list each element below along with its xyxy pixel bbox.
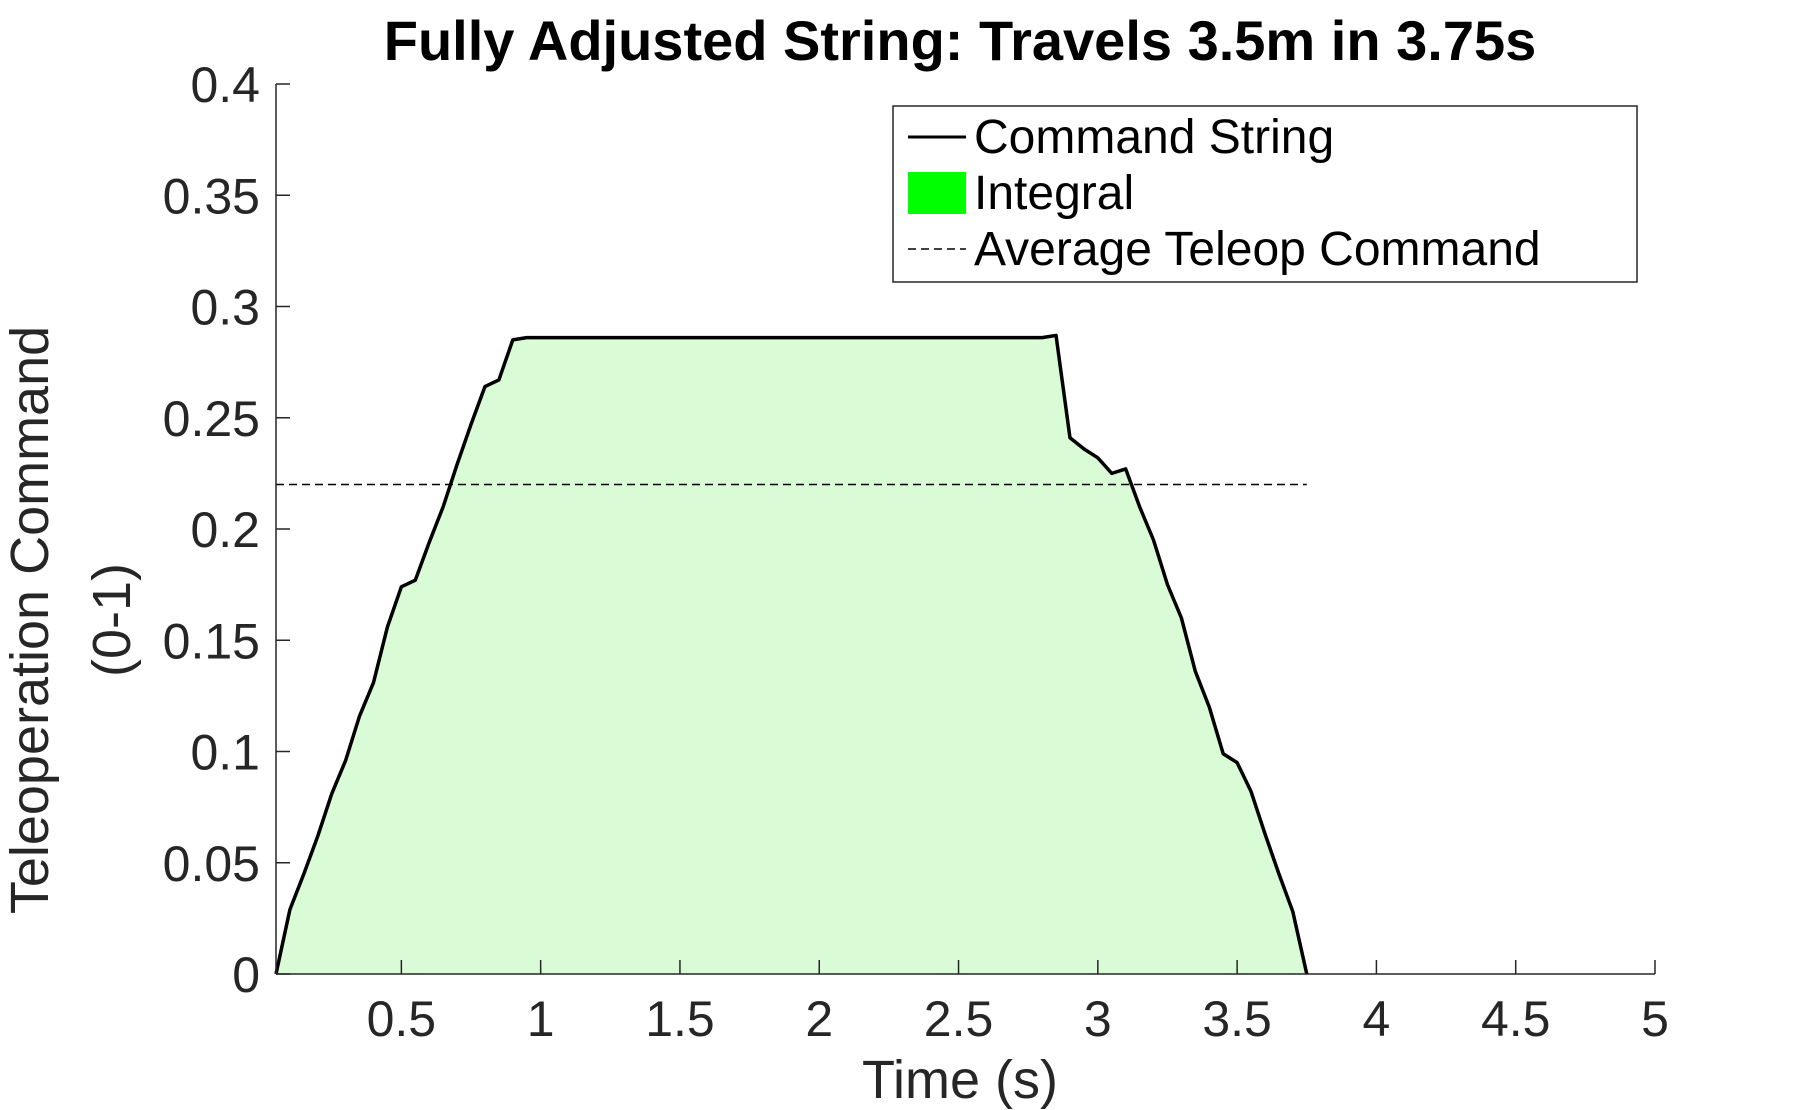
y-tick-label: 0.35: [163, 168, 260, 224]
x-tick-label: 0.5: [367, 991, 437, 1047]
legend-fill-swatch: [908, 172, 966, 214]
y-tick-label: 0.4: [190, 57, 260, 113]
x-tick-label: 3.5: [1202, 991, 1272, 1047]
x-axis-label: Time (s): [862, 1050, 1058, 1110]
y-axis-label: Teleoperation Command (0-1): [0, 326, 142, 914]
x-tick-label: 3: [1084, 991, 1112, 1047]
y-tick-label: 0: [232, 947, 260, 1003]
chart-title: Fully Adjusted String: Travels 3.5m in 3…: [384, 9, 1537, 72]
legend-entry-command-string: Command String: [974, 111, 1334, 164]
command-string-line: [274, 333, 1309, 975]
y-tick-label: 0.05: [163, 836, 260, 892]
x-tick-label: 4: [1363, 991, 1391, 1047]
x-ticks: 0.5 1 1.5 2 2.5 3 3.5 4 4.5 5: [367, 960, 1669, 1047]
y-axis-label-line2: (0-1): [82, 563, 142, 677]
x-tick-label: 4.5: [1481, 991, 1551, 1047]
x-tick-label: 1: [527, 991, 555, 1047]
y-tick-label: 0.1: [190, 725, 260, 781]
legend-box: [892, 105, 1638, 283]
y-tick-label: 0.25: [163, 391, 260, 447]
y-tick-label: 0.15: [163, 613, 260, 669]
x-tick-label: 2.5: [924, 991, 994, 1047]
legend: Command String Integral Average Teleop C…: [892, 105, 1638, 283]
y-tick-label: 0.3: [190, 280, 260, 336]
legend-entry-average: Average Teleop Command: [974, 223, 1541, 276]
axes: 0.5 1 1.5 2 2.5 3 3.5 4 4.5 5 0 0.05 0.1 0.15 0.2 0.25…: [163, 57, 1669, 1047]
y-axis-label-line1: Teleoperation Command: [0, 326, 60, 914]
x-tick-label: 5: [1641, 991, 1669, 1047]
y-ticks: 0 0.05 0.1 0.15 0.2 0.25 0.3 0.35 0.4: [163, 57, 290, 1003]
plot-area: [274, 333, 1309, 975]
legend-entry-integral: Integral: [974, 167, 1134, 220]
y-tick-label: 0.2: [190, 502, 260, 558]
x-tick-label: 1.5: [645, 991, 715, 1047]
integral-area: [276, 335, 1307, 974]
x-tick-label: 2: [805, 991, 833, 1047]
